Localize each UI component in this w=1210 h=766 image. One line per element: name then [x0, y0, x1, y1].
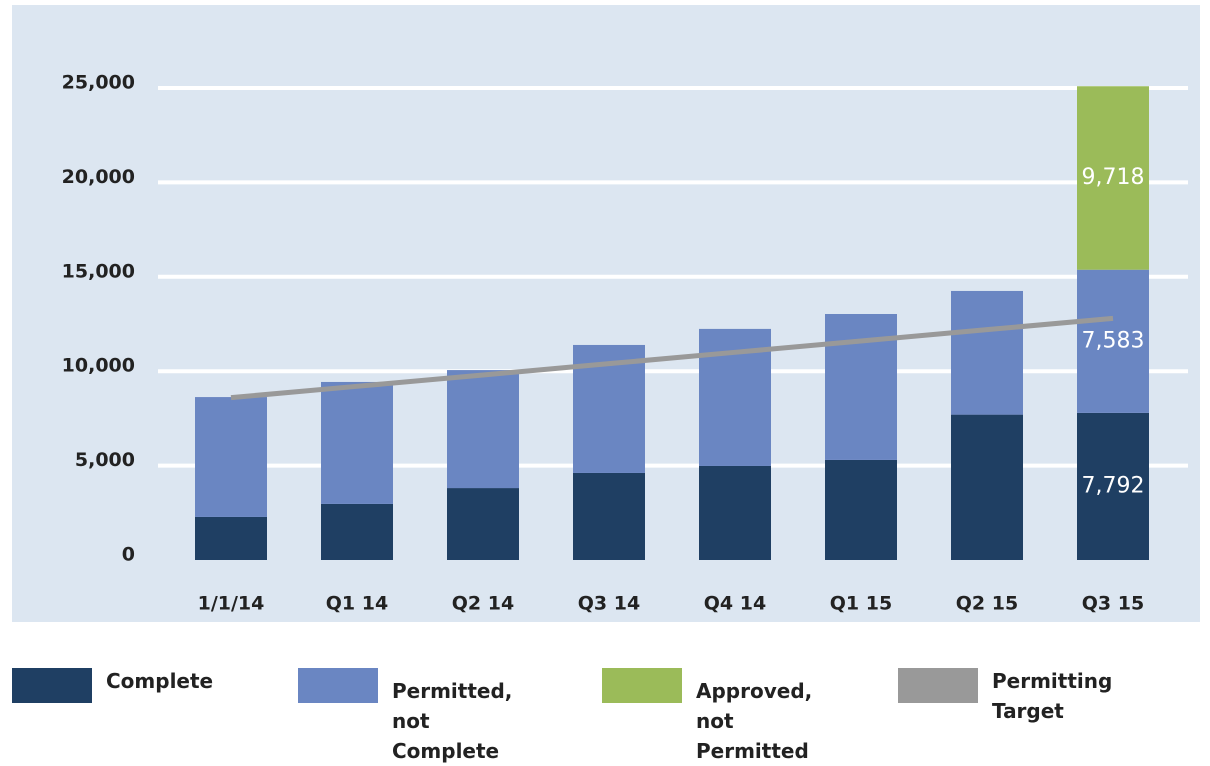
- x-tick-label: Q2 15: [956, 593, 1018, 615]
- bar-segment: [1077, 412, 1149, 560]
- bar-segment: [699, 465, 771, 560]
- target-line: [230, 315, 1114, 401]
- bar-segment: [951, 414, 1023, 560]
- legend-swatch: [298, 668, 378, 703]
- chart: 0 5,000 10,000 15,000 20,000 25,000 1/1/14 Q1 1…: [12, 5, 1200, 622]
- bar-segment: [447, 488, 519, 560]
- bar-segment: [195, 516, 267, 560]
- legend-label: Permitting Target: [992, 669, 1113, 723]
- legend-item: Approved, not Permitted: [602, 668, 846, 766]
- x-tick-label: Q1 14: [326, 593, 388, 615]
- legend-item: Complete: [12, 668, 256, 703]
- legend-label: Complete: [106, 669, 214, 693]
- legend-item: Permitting Target: [898, 668, 1142, 726]
- bar-segment: [825, 313, 897, 460]
- y-tick-label: 10,000: [62, 355, 135, 377]
- y-tick-label: 20,000: [62, 166, 135, 188]
- legend-label: Permitted, not Complete: [392, 679, 513, 763]
- data-label: 7,792: [1082, 473, 1145, 498]
- x-tick-label: Q4 14: [704, 593, 766, 615]
- legend-swatch: [898, 668, 978, 703]
- y-tick-label: 25,000: [62, 72, 135, 94]
- x-tick-label: 1/1/14: [198, 593, 265, 615]
- bar-segment: [573, 472, 645, 560]
- x-tick-label: Q3 15: [1082, 593, 1144, 615]
- x-tick-label: Q3 14: [578, 593, 640, 615]
- x-tick-label: Q2 14: [452, 593, 514, 615]
- bar-segment: [825, 459, 897, 560]
- bar-segment: [447, 370, 519, 489]
- y-tick-label: 5,000: [75, 449, 135, 471]
- bar-segment: [951, 290, 1023, 415]
- legend-swatch: [602, 668, 682, 703]
- bar-segment: [321, 381, 393, 504]
- legend-label: Approved, not Permitted: [696, 679, 813, 763]
- bar-segment: [321, 503, 393, 560]
- legend-item: Permitted, not Complete: [298, 668, 542, 766]
- bar-segment: [1077, 269, 1149, 413]
- bar-segment: [195, 397, 267, 517]
- legend-swatch: [12, 668, 92, 703]
- bar-segment: [1077, 86, 1149, 270]
- y-tick-label: 0: [122, 544, 135, 566]
- y-tick-label: 15,000: [62, 260, 135, 282]
- legend: Complete Permitted, not Complete Approved,…: [0, 640, 1210, 763]
- x-tick-label: Q1 15: [830, 593, 892, 615]
- data-label: 7,583: [1082, 328, 1145, 353]
- page: 0 5,000 10,000 15,000 20,000 25,000 1/1/14 Q1 1…: [0, 5, 1210, 763]
- data-label: 9,718: [1082, 165, 1145, 190]
